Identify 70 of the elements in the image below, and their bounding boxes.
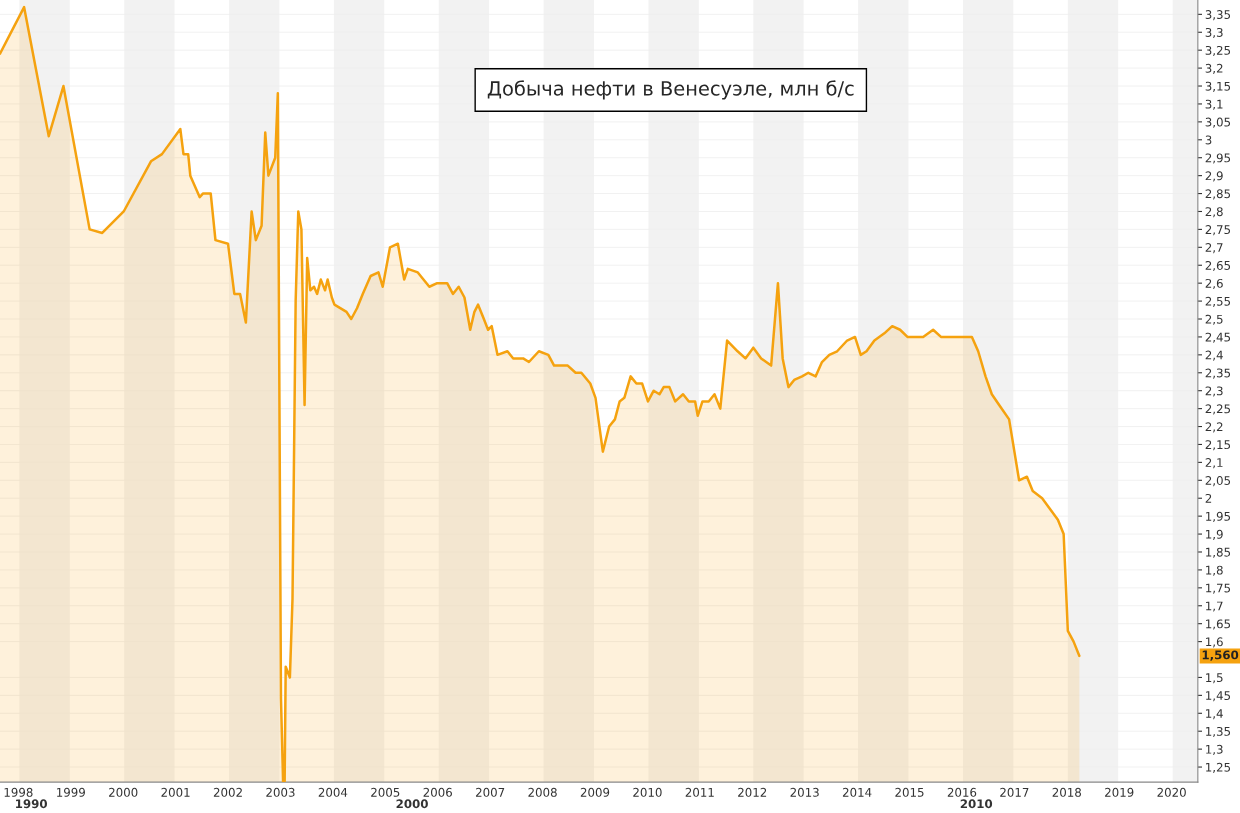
x-tick-label: 2011 (685, 787, 714, 797)
x-tick-label: 2018 (1052, 787, 1081, 797)
x-tick-label: 2012 (738, 787, 767, 797)
y-tick-label: 3,05 (1205, 117, 1231, 128)
x-tick-label: 2014 (842, 787, 872, 797)
y-tick-label: 1,4 (1206, 709, 1223, 720)
x-tick-label: 2004 (318, 787, 348, 797)
x-tick-label: 1998 (4, 787, 33, 797)
x-tick-label: 2003 (266, 787, 295, 797)
y-tick-label: 3,1 (1205, 99, 1223, 110)
y-tick-label: 1,3 (1206, 744, 1223, 755)
y-tick-label: 2,4 (1205, 350, 1223, 361)
y-tick-label: 2,05 (1205, 476, 1231, 487)
y-tick-label: 1,45 (1206, 691, 1231, 702)
y-tick-label: 2,45 (1205, 332, 1231, 343)
x-tick-label: 2002 (213, 787, 242, 797)
y-tick-label: 2,6 (1205, 278, 1223, 290)
y-tick-label: 2,7 (1205, 243, 1223, 254)
text: 2010 (960, 799, 993, 809)
y-tick-label: 2,85 (1205, 189, 1231, 200)
y-tick-label: 1,6 (1206, 637, 1223, 648)
text: Добыча нефти в Венесуэле, млн б/с (487, 80, 854, 100)
y-tick-label: 1,9 (1206, 529, 1223, 540)
y-tick-label: 1,5 (1206, 673, 1223, 684)
x-tick-label: 2017 (1000, 787, 1029, 797)
y-tick-label: 1,85 (1206, 547, 1231, 558)
x-tick-label: 2015 (895, 787, 924, 797)
y-tick-label: 3,35 (1205, 10, 1231, 21)
y-tick-label: 2,25 (1205, 404, 1231, 415)
text: 2000 (396, 799, 428, 809)
x-tick-label: 2013 (790, 787, 819, 797)
y-tick-label: 3,25 (1205, 45, 1231, 57)
x-tick-label: 2006 (423, 787, 452, 797)
y-tick-label: 1,65 (1206, 619, 1231, 630)
x-tick-label: 2007 (475, 787, 505, 797)
x-tick-label: 2008 (528, 787, 557, 797)
y-tick-label: 2,3 (1205, 386, 1223, 397)
y-tick-label: 1,95 (1206, 511, 1231, 522)
y-tick-label: 2,95 (1205, 153, 1231, 164)
y-tick-label: 2 (1205, 493, 1212, 503)
y-tick-label: 2,9 (1205, 171, 1223, 182)
y-tick-label: 2,35 (1205, 368, 1231, 379)
y-tick-label: 2,1 (1205, 458, 1223, 469)
x-tick-label: 2010 (633, 787, 662, 797)
y-tick-label: 3,3 (1205, 27, 1223, 39)
y-tick-label: 2,55 (1205, 296, 1231, 307)
y-tick-label: 1,75 (1206, 583, 1231, 594)
x-tick-label: 2000 (109, 787, 138, 797)
x-tick-label: 2005 (371, 787, 400, 797)
y-tick-label: 2,15 (1205, 440, 1231, 451)
y-tick-label: 1,7 (1206, 601, 1223, 612)
x-tick-label: 2020 (1157, 787, 1186, 797)
y-tick-label: 2,65 (1205, 260, 1231, 272)
y-tick-label: 2,75 (1205, 225, 1231, 236)
y-tick-label: 1,25 (1206, 762, 1231, 773)
x-tick-label: 2016 (947, 787, 977, 797)
x-tick-label: 2001 (161, 787, 190, 797)
y-tick-label: 1,35 (1206, 726, 1231, 738)
x-tick-label: 2019 (1105, 787, 1134, 797)
y-tick-label: 2,8 (1205, 207, 1223, 218)
y-tick-label: 3 (1205, 135, 1212, 145)
x-tick-label: 1999 (57, 787, 85, 797)
text: 1,560 (1202, 650, 1239, 661)
y-tick-label: 3,15 (1205, 81, 1231, 92)
x-tick-label: 2009 (580, 787, 610, 797)
y-tick-label: 2,2 (1205, 422, 1223, 433)
y-tick-label: 3,2 (1205, 63, 1223, 74)
y-tick-label: 1,8 (1206, 565, 1223, 576)
text: 1990 (16, 799, 48, 809)
y-tick-label: 2,5 (1205, 314, 1223, 325)
